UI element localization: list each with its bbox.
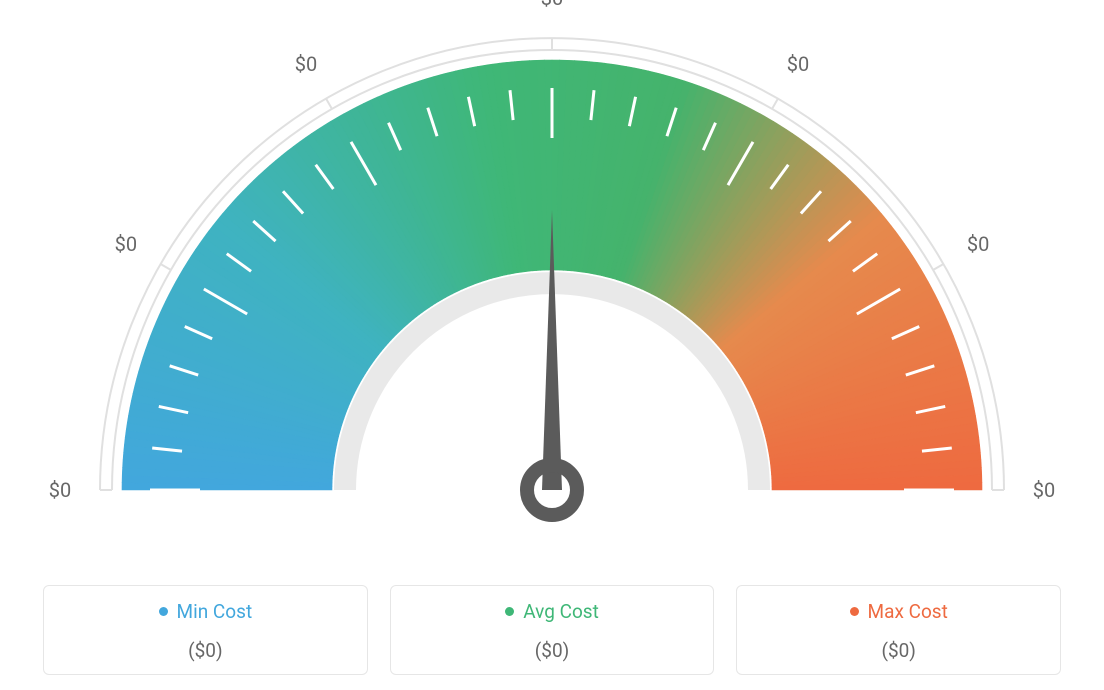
dot-icon [505,607,514,616]
legend-title-text: Min Cost [177,600,253,623]
legend-value-avg: ($0) [401,639,704,662]
legend-card-max: Max Cost ($0) [736,585,1061,675]
scale-label: $0 [1033,478,1055,502]
cost-gauge: $0 $0 $0 $0 $0 $0 $0 [0,0,1104,560]
scale-label: $0 [295,52,317,76]
legend-title-text: Max Cost [868,600,948,623]
scale-label: $0 [967,232,989,256]
legend-card-avg: Avg Cost ($0) [390,585,715,675]
legend-row: Min Cost ($0) Avg Cost ($0) Max Cost ($0… [43,585,1061,675]
scale-label: $0 [787,52,809,76]
scale-label: $0 [49,478,71,502]
scale-label: $0 [115,232,137,256]
legend-card-min: Min Cost ($0) [43,585,368,675]
dot-icon [850,607,859,616]
legend-value-min: ($0) [54,639,357,662]
legend-title-max: Max Cost [850,600,948,623]
legend-title-text: Avg Cost [523,600,599,623]
gauge-svg [0,0,1104,560]
legend-value-max: ($0) [747,639,1050,662]
scale-label: $0 [541,0,563,10]
dot-icon [159,607,168,616]
legend-title-avg: Avg Cost [505,600,599,623]
legend-title-min: Min Cost [159,600,253,623]
